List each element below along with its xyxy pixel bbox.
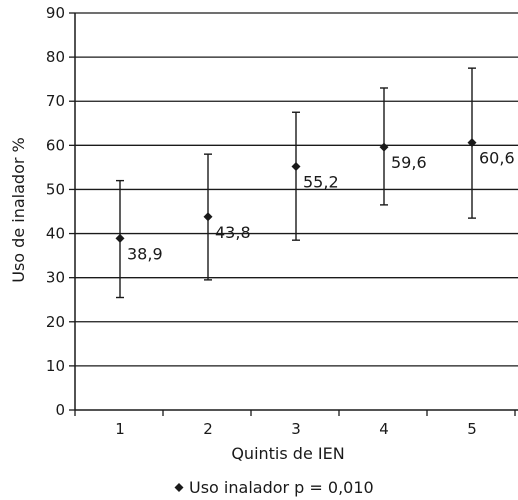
data-points <box>115 138 477 243</box>
y-tick-label: 20 <box>46 313 65 331</box>
x-axis-title: Quintis de IEN <box>231 444 344 463</box>
y-tick-label: 10 <box>46 357 65 375</box>
axes <box>69 12 518 416</box>
data-labels: 38,9 43,8 55,2 59,6 60,6 <box>127 149 515 264</box>
data-label: 38,9 <box>127 244 163 263</box>
x-tick-label: 3 <box>291 420 301 438</box>
y-tick-label: 70 <box>46 92 65 110</box>
y-axis-title: Uso de inalador % <box>9 137 28 282</box>
x-tick-label: 2 <box>203 420 213 438</box>
legend-diamond-marker <box>174 483 184 492</box>
data-point-diamond <box>291 162 301 172</box>
data-label: 43,8 <box>215 223 251 242</box>
data-point-diamond <box>203 212 213 222</box>
data-point-diamond <box>115 233 125 243</box>
y-tick-label: 80 <box>46 48 65 66</box>
y-tick-label: 60 <box>46 136 65 154</box>
y-tick-labels: 0 10 20 30 40 50 60 70 80 90 <box>46 4 65 419</box>
y-tick-label: 50 <box>46 180 65 198</box>
legend-label: Uso inalador p = 0,010 <box>189 478 374 497</box>
data-label: 60,6 <box>479 149 515 168</box>
data-point-diamond <box>467 138 477 148</box>
data-label: 55,2 <box>303 173 339 192</box>
y-tick-label: 90 <box>46 4 65 22</box>
x-tick-label: 4 <box>379 420 389 438</box>
x-tick-labels: 1 2 3 4 5 <box>115 420 477 438</box>
legend: Uso inalador p = 0,010 <box>174 478 374 497</box>
error-bars <box>116 67 476 299</box>
y-tick-label: 40 <box>46 225 65 243</box>
data-point-diamond <box>379 142 389 152</box>
x-tick-label: 1 <box>115 420 125 438</box>
data-label: 59,6 <box>391 153 427 172</box>
y-tick-label: 0 <box>55 401 65 419</box>
x-tick-label: 5 <box>467 420 477 438</box>
y-tick-label: 30 <box>46 269 65 287</box>
